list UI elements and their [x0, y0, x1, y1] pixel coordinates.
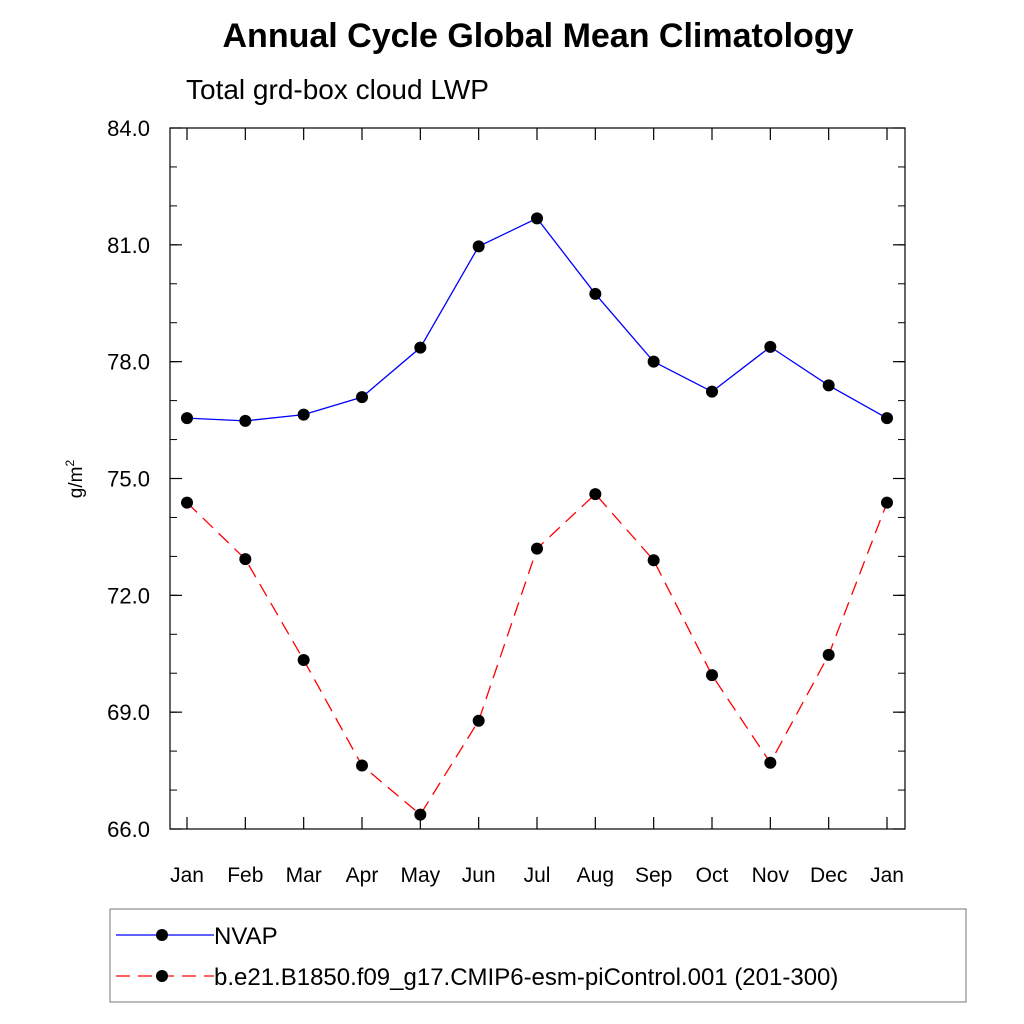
x-tick-label: Jul	[524, 864, 551, 887]
x-tick-label: Mar	[286, 864, 322, 887]
x-tick-label: Jan	[170, 864, 204, 887]
y-tick-label: 81.0	[107, 233, 150, 258]
chart-title: Annual Cycle Global Mean Climatology	[223, 17, 854, 55]
data-point	[531, 542, 543, 555]
y-tick-label: 84.0	[107, 116, 150, 141]
data-point	[239, 414, 252, 427]
legend-marker	[156, 970, 168, 982]
data-point	[881, 412, 893, 425]
data-point	[531, 212, 543, 225]
x-tick-label: Dec	[810, 864, 847, 887]
x-tick-label: Nov	[752, 864, 790, 887]
y-tick-label: 72.0	[107, 583, 150, 608]
x-tick-label: Jan	[870, 864, 904, 887]
data-point	[181, 412, 193, 425]
data-point	[881, 496, 893, 509]
data-point	[356, 391, 368, 404]
data-point	[297, 408, 310, 421]
data-point	[356, 759, 368, 772]
data-point	[589, 287, 602, 300]
axes: 84.0 81.0 78.0 75.0 72.0 69.0 66.0 Jan Feb Mar Apr…	[107, 116, 906, 887]
x-tick-label: May	[400, 864, 440, 887]
data-point	[822, 379, 835, 392]
plot-frame	[169, 127, 906, 830]
series-line	[186, 217, 888, 422]
series-2	[181, 488, 893, 821]
series-group	[181, 212, 893, 821]
y-tick-label: 75.0	[107, 467, 150, 492]
y-axis-label: g/m2	[63, 460, 87, 499]
data-point	[472, 240, 485, 253]
data-point	[589, 488, 602, 501]
x-tick-label: Jun	[462, 864, 496, 887]
legend: NVAP b.e21.B1850.f09_g17.CMIP6-esm-piCont…	[109, 908, 967, 1003]
legend-label: b.e21.B1850.f09_g17.CMIP6-esm-piControl.…	[214, 964, 838, 991]
data-point	[706, 669, 718, 682]
chart-subtitle: Total grd-box cloud LWP	[186, 74, 489, 105]
x-tick-label: Feb	[227, 864, 263, 887]
x-tick-label: Sep	[635, 864, 672, 887]
x-tick-label: Aug	[577, 864, 614, 887]
data-point	[414, 341, 427, 354]
y-tick-label: 78.0	[107, 350, 150, 375]
data-point	[414, 808, 427, 821]
data-point	[297, 653, 310, 666]
data-point	[764, 756, 777, 769]
legend-marker	[156, 929, 168, 941]
data-point	[472, 714, 485, 727]
series-1	[181, 212, 893, 427]
data-point	[647, 355, 660, 368]
x-tick-label: Apr	[346, 864, 379, 887]
legend-box	[109, 908, 967, 1003]
data-point	[764, 340, 777, 353]
x-tick-label: Oct	[696, 864, 729, 887]
data-point	[822, 648, 835, 661]
y-tick-label: 69.0	[107, 700, 150, 725]
data-point	[647, 554, 660, 567]
data-point	[239, 553, 252, 566]
data-point	[181, 496, 193, 509]
data-point	[706, 385, 718, 398]
series-line	[186, 493, 888, 816]
y-tick-label: 66.0	[107, 817, 150, 842]
legend-label: NVAP	[214, 923, 278, 950]
